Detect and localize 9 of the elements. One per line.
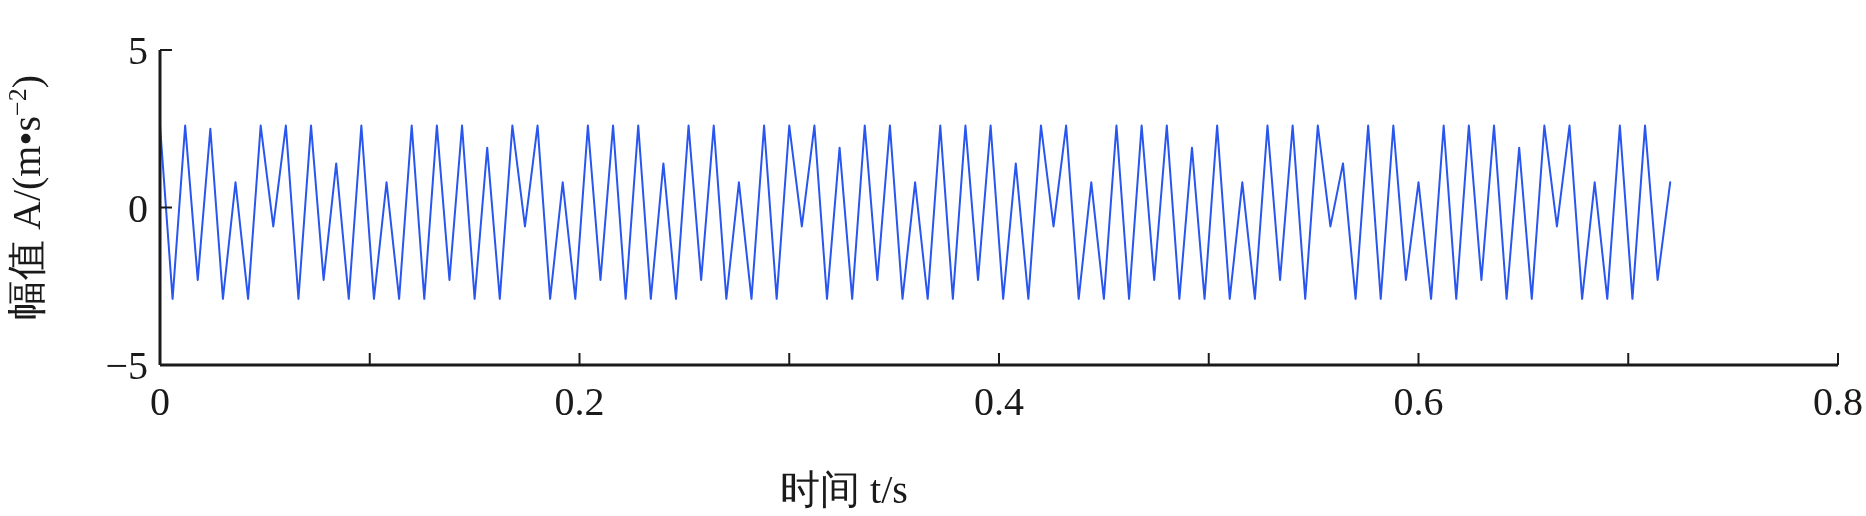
line-series xyxy=(159,124,1672,300)
x-tick-label: 0.6 xyxy=(1393,379,1444,424)
y-tick-label: 5 xyxy=(128,28,148,73)
x-tick-label: 0.2 xyxy=(554,379,605,424)
x-tick-label: 0.8 xyxy=(1813,379,1863,424)
y-tick-label: 0 xyxy=(128,185,148,231)
y-tick-label: −5 xyxy=(105,343,148,388)
x-axis-title: 时间 t/s xyxy=(780,467,908,512)
x-tick-label: 0.4 xyxy=(974,379,1024,424)
